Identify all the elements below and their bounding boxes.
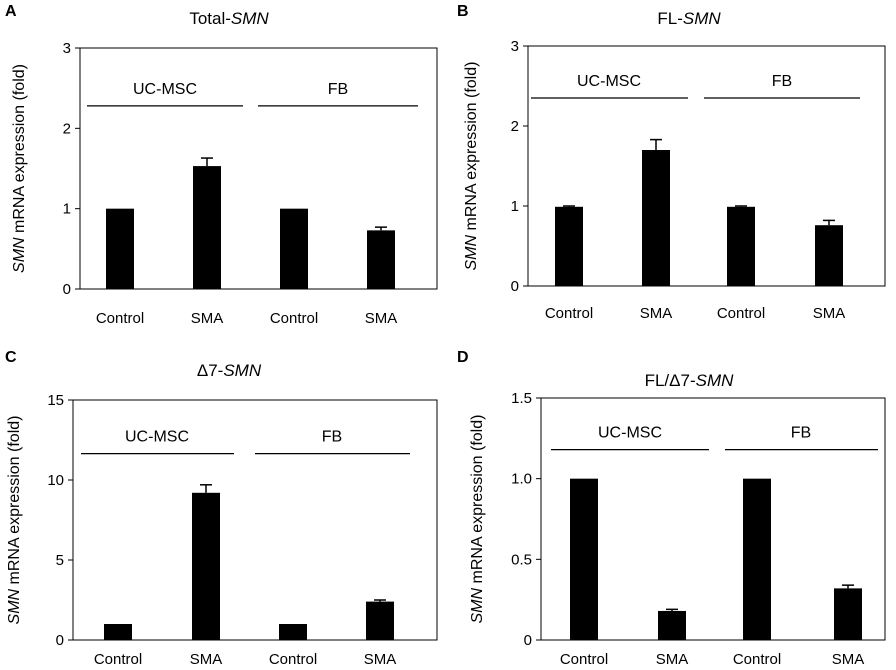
category-label: SMA bbox=[190, 651, 223, 668]
y-tick-label: 0.5 bbox=[511, 551, 532, 568]
plot-frame bbox=[72, 399, 438, 641]
chart-title-gene: SMN bbox=[223, 361, 262, 380]
category-label: SMA bbox=[656, 651, 689, 668]
y-tick-label: 3 bbox=[511, 38, 519, 55]
y-axis-label-rest: mRNA expression (fold) bbox=[6, 416, 23, 589]
panel-letter: A bbox=[5, 3, 17, 20]
category-label: Control bbox=[94, 651, 142, 668]
bar bbox=[743, 478, 771, 640]
bar bbox=[192, 492, 220, 640]
category-label: Control bbox=[96, 310, 144, 327]
chart-title-prefix: Total- bbox=[189, 9, 231, 28]
category-label: Control bbox=[560, 651, 608, 668]
group-label: UC-MSC bbox=[577, 73, 641, 90]
y-tick-label: 0 bbox=[63, 281, 71, 298]
bar bbox=[815, 225, 843, 286]
y-axis-label: SMN mRNA expression (fold) bbox=[469, 415, 486, 624]
bar bbox=[367, 230, 395, 289]
y-tick-label: 2 bbox=[63, 120, 71, 137]
bar bbox=[280, 208, 308, 289]
y-tick-label: 0 bbox=[511, 278, 519, 295]
bar bbox=[555, 206, 583, 286]
group-label: FB bbox=[772, 73, 792, 90]
y-axis-label: SMN mRNA expression (fold) bbox=[463, 62, 480, 271]
y-axis-label-rest: mRNA expression (fold) bbox=[463, 62, 480, 235]
category-label: Control bbox=[545, 305, 593, 322]
panel-letter: B bbox=[457, 3, 469, 20]
y-tick-label: 0 bbox=[56, 632, 64, 649]
y-axis-label: SMN mRNA expression (fold) bbox=[11, 64, 28, 273]
category-label: SMA bbox=[191, 310, 224, 327]
bar bbox=[279, 624, 307, 640]
category-label: SMA bbox=[832, 651, 865, 668]
bar bbox=[106, 208, 134, 289]
y-tick-label: 15 bbox=[47, 392, 64, 409]
group-label: FB bbox=[791, 425, 811, 442]
category-label: SMA bbox=[813, 305, 846, 322]
chart-title: FL/Δ7-SMN bbox=[645, 371, 735, 390]
category-label: Control bbox=[733, 651, 781, 668]
y-tick-label: 3 bbox=[63, 40, 71, 57]
y-axis-label-gene: SMN bbox=[469, 587, 486, 623]
y-axis-label-gene: SMN bbox=[11, 237, 28, 273]
group-label: UC-MSC bbox=[125, 429, 189, 446]
chart-title-prefix: FL/Δ7- bbox=[645, 371, 696, 390]
bar bbox=[658, 610, 686, 640]
chart-title-gene: SMN bbox=[231, 9, 270, 28]
panel-letter: C bbox=[5, 349, 17, 366]
bar bbox=[834, 588, 862, 640]
group-label: FB bbox=[322, 429, 342, 446]
category-label: Control bbox=[270, 310, 318, 327]
category-label: SMA bbox=[364, 651, 397, 668]
category-label: SMA bbox=[365, 310, 398, 327]
chart-title-gene: SMN bbox=[696, 371, 735, 390]
y-axis-label-gene: SMN bbox=[6, 588, 23, 624]
y-tick-label: 2 bbox=[511, 118, 519, 135]
y-tick-label: 1 bbox=[511, 198, 519, 215]
plot-frame bbox=[527, 45, 886, 287]
category-label: Control bbox=[269, 651, 317, 668]
bar bbox=[366, 601, 394, 640]
y-axis-label-gene: SMN bbox=[463, 234, 480, 270]
bar bbox=[642, 150, 670, 286]
chart-title: Δ7-SMN bbox=[197, 361, 262, 380]
y-tick-label: 1.5 bbox=[511, 390, 532, 407]
y-axis-label: SMN mRNA expression (fold) bbox=[6, 416, 23, 625]
chart-title-prefix: Δ7- bbox=[197, 361, 223, 380]
group-label: FB bbox=[328, 81, 348, 98]
y-axis-label-rest: mRNA expression (fold) bbox=[469, 415, 486, 588]
y-tick-label: 10 bbox=[47, 472, 64, 489]
bar bbox=[570, 478, 598, 640]
panel-letter: D bbox=[457, 349, 469, 366]
plot-frame bbox=[540, 397, 886, 641]
bar bbox=[104, 624, 132, 640]
y-tick-label: 1.0 bbox=[511, 471, 532, 488]
y-tick-label: 5 bbox=[56, 552, 64, 569]
y-tick-label: 0 bbox=[524, 632, 532, 649]
chart-title: Total-SMN bbox=[189, 9, 269, 28]
group-label: UC-MSC bbox=[133, 81, 197, 98]
bar bbox=[193, 166, 221, 289]
chart-title: FL-SMN bbox=[657, 9, 721, 28]
y-axis-label-rest: mRNA expression (fold) bbox=[11, 64, 28, 237]
category-label: Control bbox=[717, 305, 765, 322]
group-label: UC-MSC bbox=[598, 425, 662, 442]
chart-title-gene: SMN bbox=[683, 9, 722, 28]
y-tick-label: 1 bbox=[63, 201, 71, 218]
chart-title-prefix: FL- bbox=[657, 9, 683, 28]
bar bbox=[727, 206, 755, 286]
category-label: SMA bbox=[640, 305, 673, 322]
plot-frame bbox=[79, 47, 438, 290]
